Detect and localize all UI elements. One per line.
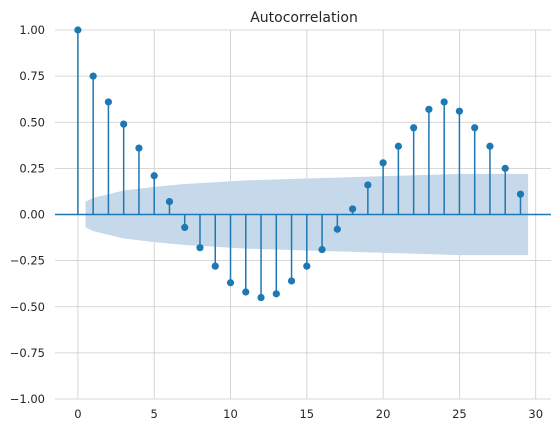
y-tick-label: −0.50	[10, 300, 45, 314]
acf-point	[318, 245, 326, 254]
x-axis-ticks: 0 5 10 15 20 25 30	[74, 407, 543, 421]
x-tick-label: 30	[528, 407, 543, 421]
acf-point	[349, 205, 357, 213]
y-tick-label: 0.25	[19, 161, 45, 175]
acf-point	[333, 225, 341, 233]
acf-point	[120, 120, 128, 128]
acf-point	[226, 279, 235, 287]
y-tick-label: −0.25	[10, 254, 45, 268]
acf-point	[516, 190, 525, 198]
acf-point	[501, 164, 509, 172]
acf-point	[165, 197, 174, 206]
acf-point	[211, 262, 219, 270]
y-tick-label: 0.50	[19, 115, 45, 129]
acf-point	[272, 290, 280, 298]
acf-point	[89, 72, 97, 80]
acf-point	[257, 293, 265, 302]
x-tick-label: 20	[376, 407, 391, 421]
acf-point	[440, 98, 448, 106]
acf-point	[242, 288, 250, 296]
acf-point	[425, 105, 433, 113]
chart-title: Autocorrelation	[250, 10, 358, 26]
x-tick-label: 0	[74, 407, 81, 421]
acf-point	[364, 181, 372, 189]
acf-point	[471, 124, 479, 132]
acf-point	[287, 277, 296, 285]
acf-point	[486, 142, 494, 150]
acf-point	[74, 26, 82, 34]
acf-point	[303, 262, 311, 270]
acf-point	[181, 223, 189, 232]
acf-point	[410, 124, 418, 132]
y-axis-ticks: 1.00 0.75 0.50 0.25 0.00 −0.25 −0.50 −0.75 −1.00	[10, 23, 45, 406]
y-tick-label: −1.00	[10, 392, 45, 406]
acf-point	[135, 144, 143, 152]
acf-point	[379, 159, 387, 167]
x-tick-label: 25	[452, 407, 467, 421]
acf-point	[196, 244, 204, 252]
acf-point	[394, 142, 402, 150]
y-tick-label: 0.75	[19, 69, 45, 83]
acf-stems	[74, 26, 525, 302]
y-tick-label: 0.00	[19, 208, 45, 222]
acf-point	[104, 98, 113, 106]
x-tick-label: 15	[299, 407, 314, 421]
x-tick-label: 5	[151, 407, 158, 421]
y-tick-label: −0.75	[10, 346, 45, 360]
acf-point	[150, 172, 158, 180]
y-tick-label: 1.00	[19, 23, 45, 37]
x-tick-label: 10	[223, 407, 238, 421]
acf-point	[455, 107, 464, 115]
